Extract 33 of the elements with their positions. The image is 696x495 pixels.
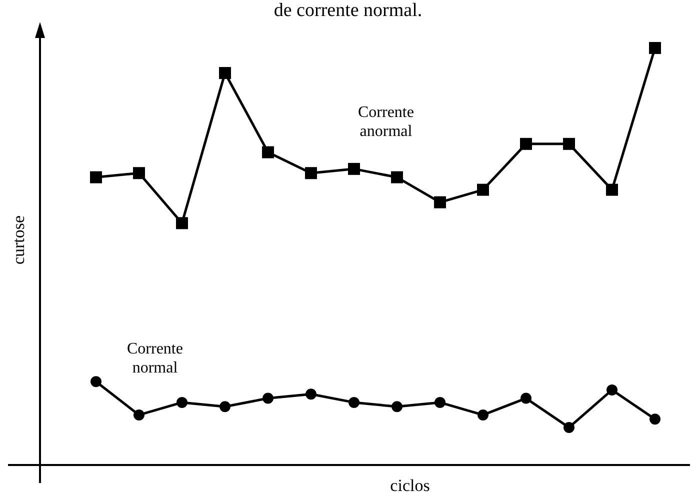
point — [392, 401, 402, 412]
point — [434, 396, 446, 408]
point — [477, 184, 489, 196]
point — [90, 376, 102, 388]
series-label: Corrente normal — [127, 340, 183, 377]
point — [649, 42, 661, 54]
x-axis-title: ciclos — [390, 476, 430, 495]
point — [262, 146, 274, 158]
point — [176, 396, 188, 408]
point — [348, 162, 360, 175]
point — [520, 392, 532, 404]
point — [606, 184, 618, 196]
point — [434, 196, 446, 208]
point — [219, 67, 231, 80]
point — [90, 171, 102, 184]
point — [176, 217, 188, 230]
point — [606, 384, 618, 396]
point — [478, 409, 488, 420]
point — [564, 422, 574, 433]
point — [348, 396, 360, 408]
point — [391, 171, 403, 184]
chart-title: de corrente normal. — [274, 0, 422, 21]
point — [220, 401, 230, 412]
point — [262, 392, 274, 404]
point — [650, 414, 660, 425]
point — [133, 167, 145, 180]
point — [306, 388, 316, 400]
series-label: Corrente anormal — [358, 104, 414, 140]
point — [520, 138, 532, 150]
y-axis-title: curtose — [9, 215, 28, 265]
point — [305, 167, 317, 180]
point — [563, 138, 575, 150]
point — [134, 409, 144, 420]
